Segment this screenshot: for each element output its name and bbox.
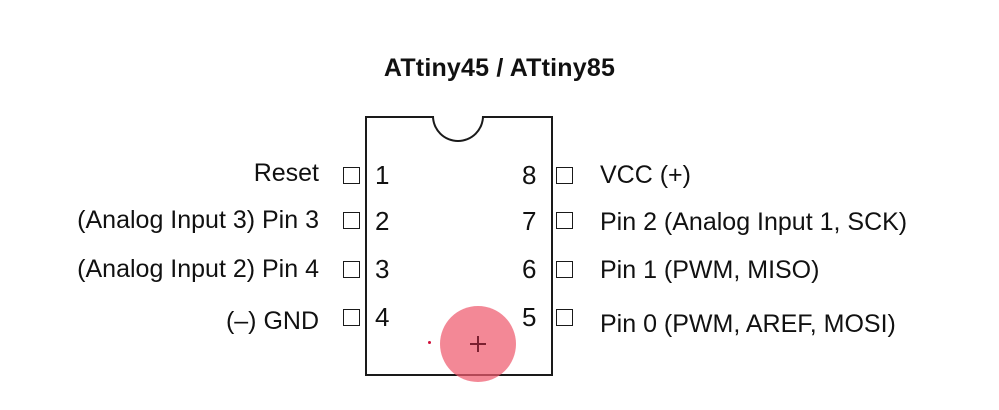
pin-label-3: (Analog Input 2) Pin 4 (77, 255, 319, 283)
pin-box-7 (556, 212, 573, 229)
pin-number-2: 2 (375, 206, 390, 236)
pin-box-6 (556, 261, 573, 278)
pin-label-4: (–) GND (225, 307, 319, 335)
pin-box-4 (343, 309, 360, 326)
pin-box-3 (343, 261, 360, 278)
pin-box-1 (343, 167, 360, 184)
pin-box-2 (343, 212, 360, 229)
pin-number-8: 8 (522, 160, 537, 190)
pin-label-5: Pin 0 (PWM, AREF, MOSI) (600, 310, 896, 338)
pin-number-4: 4 (375, 302, 390, 332)
pin-label-7: Pin 2 (Analog Input 1, SCK) (600, 208, 908, 236)
diagram-title: ATtiny45 / ATtiny85 (383, 54, 616, 82)
pin-number-1: 1 (375, 160, 390, 190)
pin-number-6: 6 (522, 254, 537, 284)
pin-number-7: 7 (522, 206, 537, 236)
pin-box-5 (556, 309, 573, 326)
pin-label-8: VCC (+) (600, 161, 691, 189)
pin-label-2: (Analog Input 3) Pin 3 (77, 206, 319, 234)
red-dot-marker (428, 341, 431, 344)
pin-number-3: 3 (375, 254, 390, 284)
pin-number-5: 5 (522, 302, 537, 332)
crosshair-cursor-icon (470, 336, 486, 352)
pin-label-1: Reset (253, 159, 319, 187)
pin-label-6: Pin 1 (PWM, MISO) (600, 256, 820, 284)
pin-box-8 (556, 167, 573, 184)
